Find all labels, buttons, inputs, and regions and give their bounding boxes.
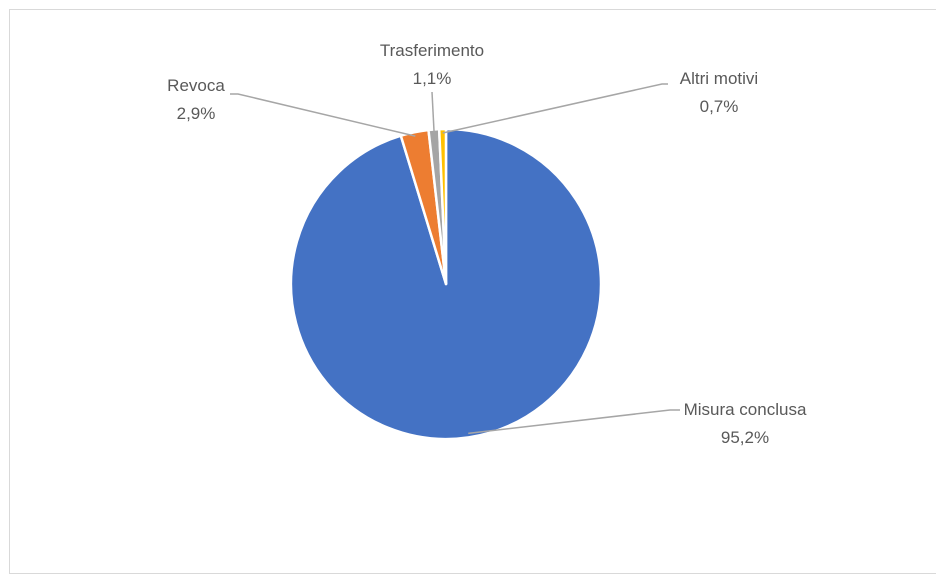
leader-line-revoca xyxy=(230,93,416,137)
slice-label-altri-motivi: Altri motivi xyxy=(680,69,758,88)
pie-slice-altri-motivi xyxy=(437,127,448,286)
slice-label-trasferimento: Trasferimento xyxy=(380,41,484,60)
leader-line-trasferimento xyxy=(431,91,435,134)
slice-value-trasferimento: 1,1% xyxy=(413,69,452,88)
data-labels: Misura conclusa 95,2% Revoca 2,9% Trasfe… xyxy=(167,41,807,447)
slice-label-misura-conclusa: Misura conclusa xyxy=(684,400,807,419)
slice-label-revoca: Revoca xyxy=(167,76,225,95)
slice-value-misura-conclusa: 95,2% xyxy=(721,428,769,447)
leader-line-altri-motivi xyxy=(442,83,668,134)
pie-slices xyxy=(289,127,603,441)
leader-line-misura-conclusa xyxy=(468,409,680,435)
slice-value-altri-motivi: 0,7% xyxy=(700,97,739,116)
slice-value-revoca: 2,9% xyxy=(177,104,216,123)
leader-lines xyxy=(230,83,680,435)
